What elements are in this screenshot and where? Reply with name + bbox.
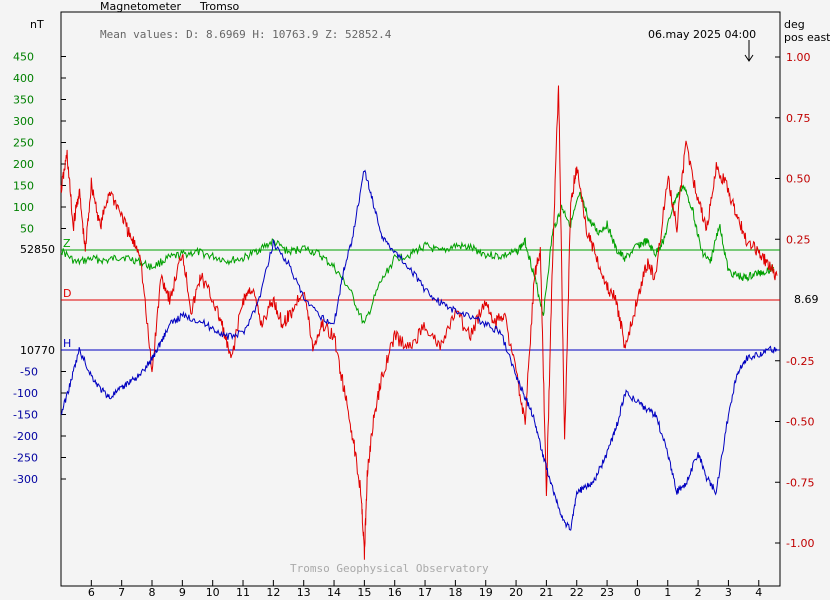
- right-tick-label: -0.50: [786, 416, 814, 429]
- right-tick-label: 0.25: [786, 233, 811, 246]
- x-tick-label: 3: [725, 586, 732, 599]
- right-tick-label: 0.50: [786, 173, 811, 186]
- left-blue-tick-label: -200: [13, 430, 38, 443]
- right-tick-label: 1.00: [786, 51, 811, 64]
- left-blue-tick-label: -300: [13, 473, 38, 486]
- left-green-tick-label: 450: [13, 51, 34, 64]
- x-tick-label: 0: [634, 586, 641, 599]
- left-green-tick-label: 400: [13, 72, 34, 85]
- timestamp: 06.may 2025 04:00: [648, 28, 756, 41]
- d-marker: D: [63, 287, 71, 300]
- x-tick-label: 18: [448, 586, 462, 599]
- x-tick-label: 4: [755, 586, 762, 599]
- h-baseline-label: 10770: [20, 344, 55, 357]
- x-tick-label: 12: [266, 586, 280, 599]
- data-series: [60, 85, 778, 560]
- z-marker: Z: [63, 237, 71, 250]
- x-tick-label: 6: [88, 586, 95, 599]
- left-green-tick-label: 50: [20, 223, 34, 236]
- right-tick-label: -1.00: [786, 537, 814, 550]
- x-tick-label: 11: [236, 586, 250, 599]
- left-green-tick-label: 250: [13, 137, 34, 150]
- left-green-tick-label: 100: [13, 201, 34, 214]
- left-green-tick-label: 150: [13, 180, 34, 193]
- right-tick-label: -0.25: [786, 355, 814, 368]
- mean-values: Mean values: D: 8.6969 H: 10763.9 Z: 528…: [100, 28, 392, 41]
- x-tick-label: 15: [357, 586, 371, 599]
- x-tick-label: 10: [206, 586, 220, 599]
- series-line-z: [60, 184, 775, 325]
- plot-frame: [60, 11, 781, 587]
- x-tick-label: 2: [695, 586, 702, 599]
- timestamp-arrow-icon: [744, 40, 754, 62]
- left-green-tick-label: 300: [13, 115, 34, 128]
- left-blue-tick-label: -50: [20, 366, 38, 379]
- axis-ticks: 6 7 8 9 10 11 12 13 14 15 16 17 18 19 20 21 22 23 0 1 2 3 4450…: [13, 51, 814, 600]
- left-blue-tick-label: -250: [13, 452, 38, 465]
- right-unit-label: deg: [784, 18, 805, 31]
- right-tick-label: -0.75: [786, 476, 814, 489]
- x-tick-label: 16: [388, 586, 402, 599]
- x-tick-label: 14: [327, 586, 341, 599]
- series-line-d: [60, 85, 778, 560]
- x-tick-label: 8: [149, 586, 156, 599]
- x-tick-label: 17: [418, 586, 432, 599]
- x-tick-label: 22: [570, 586, 584, 599]
- right-tick-label: 0.75: [786, 112, 811, 125]
- h-marker: H: [63, 337, 71, 350]
- station-name: Tromso: [199, 0, 240, 13]
- left-green-tick-label: 350: [13, 94, 34, 107]
- left-unit-label: nT: [30, 18, 44, 31]
- left-blue-tick-label: -150: [13, 409, 38, 422]
- x-tick-label: 13: [297, 586, 311, 599]
- right-unit-sublabel: pos east: [784, 31, 830, 44]
- x-tick-label: 19: [479, 586, 493, 599]
- x-tick-label: 20: [509, 586, 523, 599]
- series-line-h: [60, 169, 778, 531]
- x-tick-label: 1: [664, 586, 671, 599]
- footer-credit: Tromso Geophysical Observatory: [290, 562, 489, 575]
- chart-title: Magnetometer: [100, 0, 182, 13]
- left-blue-tick-label: -100: [13, 387, 38, 400]
- d-baseline-label: 8.69: [794, 293, 819, 306]
- x-tick-label: 7: [118, 586, 125, 599]
- x-tick-label: 9: [179, 586, 186, 599]
- left-green-tick-label: 200: [13, 158, 34, 171]
- x-tick-label: 23: [600, 586, 614, 599]
- x-tick-label: 21: [539, 586, 553, 599]
- z-baseline-label: 52850: [20, 243, 55, 256]
